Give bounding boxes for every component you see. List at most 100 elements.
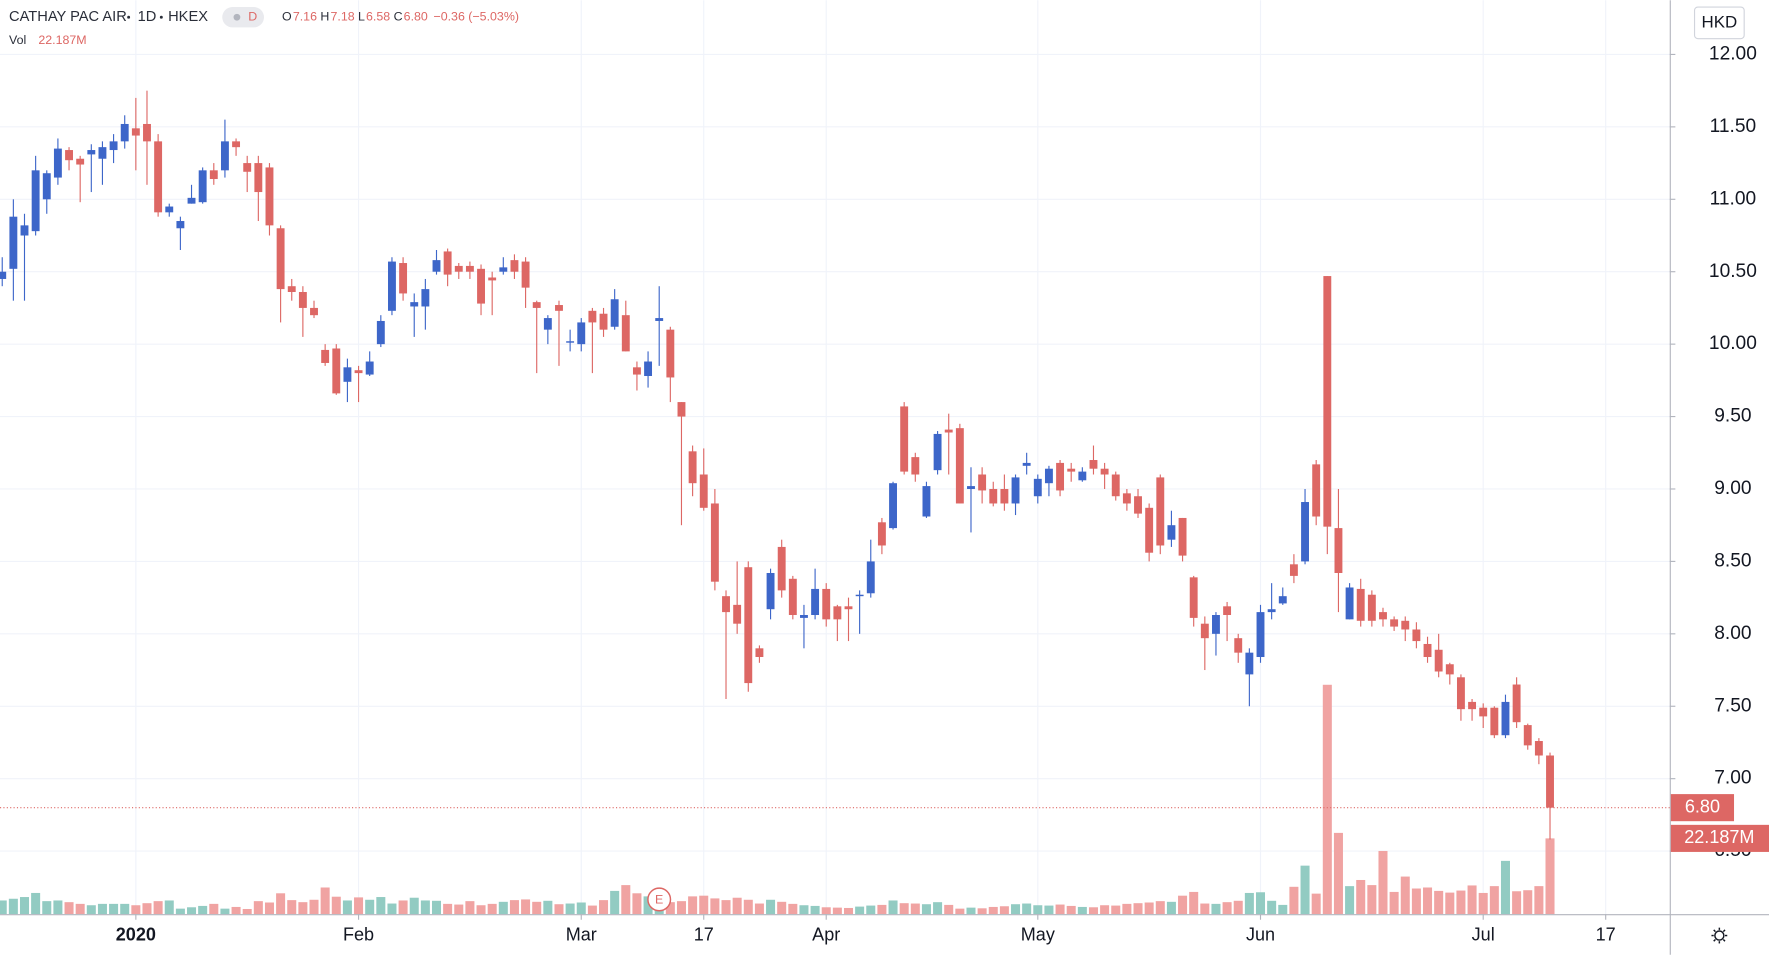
- volume-bar: [354, 897, 364, 915]
- candle-body: [321, 349, 330, 363]
- volume-bar: [420, 900, 430, 915]
- candle-body: [1044, 468, 1053, 484]
- x-tick-label: 2020: [116, 924, 156, 944]
- volume-bar: [1345, 886, 1355, 915]
- candle-body: [265, 167, 274, 226]
- candle-body: [811, 588, 820, 616]
- candle-body: [109, 141, 118, 151]
- ohlc-value: 6.58: [366, 9, 390, 23]
- candle-body: [432, 260, 441, 272]
- volume-bar: [1178, 895, 1188, 915]
- ohlc-value: 6.80: [404, 9, 428, 23]
- candle-body: [911, 457, 920, 475]
- y-tick-label: 12.00: [1709, 44, 1757, 65]
- volume-bar: [86, 905, 96, 915]
- volume-bar: [131, 905, 141, 915]
- volume-bar: [264, 902, 274, 915]
- candle-body: [1056, 462, 1065, 491]
- candle-body: [1412, 629, 1421, 642]
- candle-body: [42, 173, 51, 200]
- candle-body: [1156, 477, 1165, 546]
- settings-icon[interactable]: [1711, 927, 1728, 944]
- volume-bar: [955, 908, 965, 915]
- candle-body: [76, 158, 85, 165]
- candle-body: [421, 289, 430, 307]
- volume-bar: [1033, 905, 1043, 915]
- candle-body: [744, 567, 753, 684]
- y-tick-label: 8.00: [1714, 623, 1751, 644]
- volume-bar: [1200, 903, 1210, 915]
- volume-bar: [298, 902, 308, 915]
- y-tick-label: 11.50: [1710, 116, 1757, 137]
- ohlc-key: L: [358, 9, 365, 23]
- price-pane: [0, 90, 1554, 840]
- interval: 1D: [138, 9, 157, 25]
- candle-body: [243, 163, 252, 172]
- volume-bar: [487, 903, 497, 915]
- candle-body: [944, 429, 953, 433]
- currency-box[interactable]: [1693, 6, 1745, 40]
- y-tick-label: 9.50: [1714, 406, 1751, 427]
- volume-bar: [799, 905, 809, 915]
- volume-bar: [977, 908, 987, 915]
- overlay: E: [0, 807, 1670, 912]
- separator: [127, 15, 131, 19]
- candle-body: [154, 141, 163, 213]
- candle-body: [1546, 755, 1554, 808]
- candle-body: [844, 606, 853, 610]
- candle-body: [399, 263, 408, 294]
- symbol: CATHAY PAC AIR: [9, 9, 127, 25]
- volume-bar: [1055, 904, 1065, 915]
- volume-bar: [921, 904, 931, 915]
- candle-body: [287, 286, 296, 292]
- candle-body: [1390, 619, 1399, 627]
- earnings-marker: [647, 887, 672, 912]
- x-tick-label: Mar: [566, 924, 597, 944]
- volume-bar: [565, 903, 575, 915]
- candle-body: [822, 588, 831, 620]
- candle-body: [1345, 587, 1354, 620]
- y-tick-label: 8.50: [1714, 550, 1751, 571]
- candle-body: [599, 313, 608, 330]
- ohlc-value: 7.18: [330, 9, 354, 23]
- volume-bar: [554, 904, 564, 915]
- volume-bar: [999, 906, 1009, 915]
- candle-body: [588, 310, 597, 323]
- volume-bar: [1322, 684, 1332, 915]
- volume-bar: [1166, 901, 1176, 915]
- volume-bar: [1456, 890, 1466, 915]
- candle-body: [120, 123, 129, 142]
- volume-bar: [164, 900, 174, 915]
- volume-bar: [1077, 906, 1087, 915]
- candle-body: [1490, 707, 1499, 736]
- candle-body: [666, 329, 675, 378]
- candle-body: [543, 318, 552, 330]
- candle-body: [1401, 620, 1410, 630]
- volume-bar: [187, 907, 197, 915]
- candle-body: [688, 451, 697, 484]
- candle-body: [1234, 638, 1243, 653]
- header: CATHAY PAC AIR 1D HKEX D O 7.16 H 7.18 L 6.58…: [9, 7, 519, 47]
- volume-bar: [365, 899, 375, 915]
- volume-bar: [1233, 900, 1243, 915]
- candle-body: [376, 320, 385, 345]
- candle-body: [298, 291, 307, 308]
- volume-bar: [0, 900, 7, 915]
- volume-bar: [454, 904, 464, 915]
- candle-body: [310, 307, 318, 316]
- volume-bar: [53, 900, 63, 915]
- volume-bar: [988, 906, 998, 915]
- candle-body: [220, 141, 229, 171]
- volume-bar: [198, 905, 208, 915]
- volume-bar: [1244, 892, 1254, 915]
- candle-body: [410, 302, 419, 307]
- candle-body: [1468, 701, 1477, 710]
- earnings-label: E: [655, 892, 663, 906]
- volume-bar: [1489, 886, 1499, 915]
- exchange: HKEX: [168, 9, 208, 25]
- grid: [0, 0, 1670, 915]
- y-tick-label: 7.00: [1714, 768, 1751, 789]
- badge[interactable]: [222, 7, 264, 28]
